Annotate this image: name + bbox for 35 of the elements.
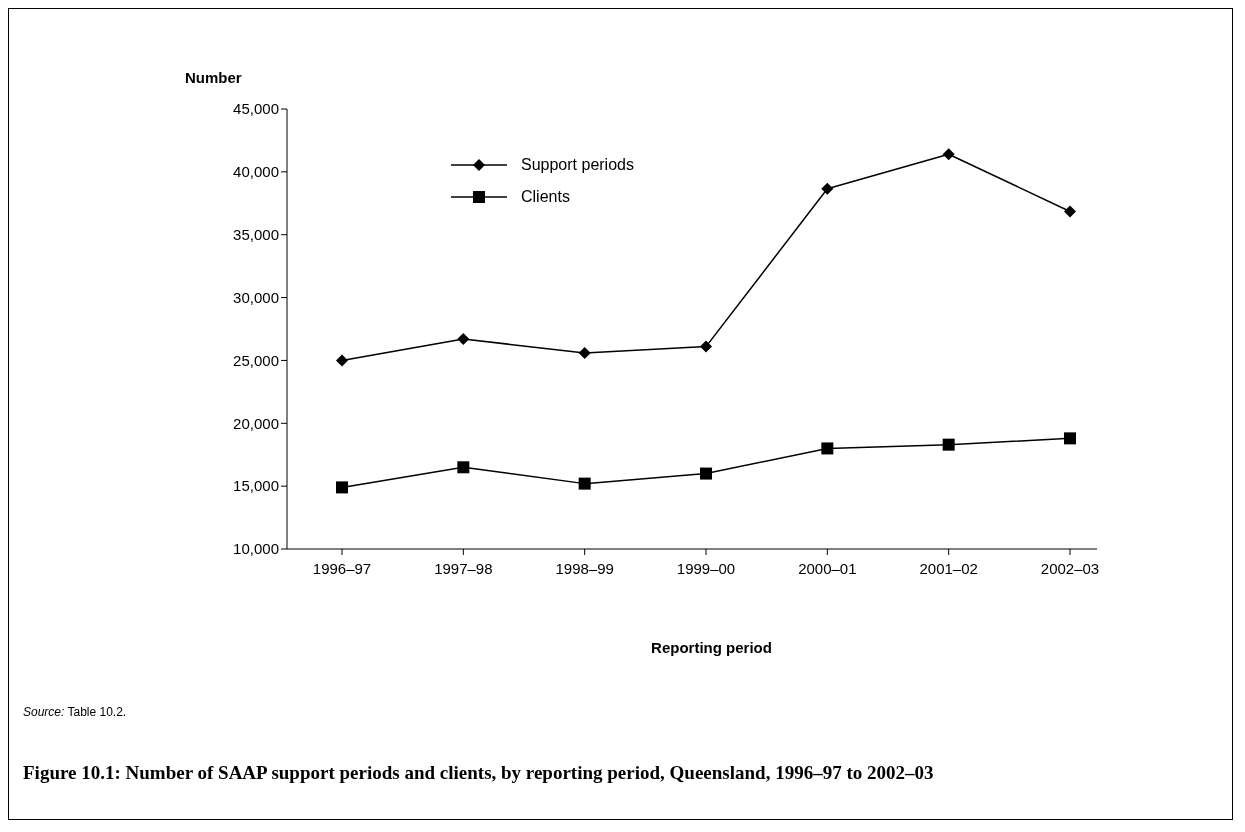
x-axis-title: Reporting period (650, 639, 773, 656)
point (942, 148, 955, 161)
point (821, 182, 834, 195)
legend-label: Clients (521, 188, 570, 206)
point (336, 354, 348, 367)
y-tick-label: 15,000 (233, 477, 279, 495)
x-tick-label: 2001–02 (919, 559, 978, 577)
point (700, 467, 712, 480)
y-tick-label: 45,000 (233, 100, 279, 118)
x-tick-label: 1998–99 (555, 559, 614, 577)
point (942, 438, 955, 451)
y-tick-label: 20,000 (233, 414, 279, 432)
x-tick-label: 1997–98 (434, 559, 493, 577)
y-tick-label: 40,000 (233, 163, 279, 181)
source-note: Source: Table 10.2. (23, 705, 127, 719)
y-axis-title: Number (185, 69, 242, 86)
point (336, 481, 348, 494)
point (1064, 432, 1076, 445)
x-tick-label: 1999–00 (676, 559, 736, 577)
point (457, 333, 470, 346)
y-tick-label: 10,000 (233, 540, 279, 558)
x-tick-label: 1996–97 (312, 559, 372, 577)
point (578, 346, 591, 359)
y-tick-label: 30,000 (233, 288, 279, 306)
point (1064, 205, 1076, 218)
legend-label: Support periods (521, 156, 634, 174)
point (457, 461, 470, 474)
point (700, 340, 712, 353)
text: Figure 10.1: Number of SAAP support periods and clients, by reporting period, Queensland, 1996–97 to 2002–03 (23, 761, 935, 785)
y-tick-label: 25,000 (233, 351, 279, 369)
y-tick-label: 35,000 (233, 226, 279, 244)
point (578, 477, 591, 490)
point (821, 442, 834, 455)
x-tick-label: 2002–03 (1040, 559, 1100, 577)
x-tick-label: 2000–01 (798, 559, 857, 577)
